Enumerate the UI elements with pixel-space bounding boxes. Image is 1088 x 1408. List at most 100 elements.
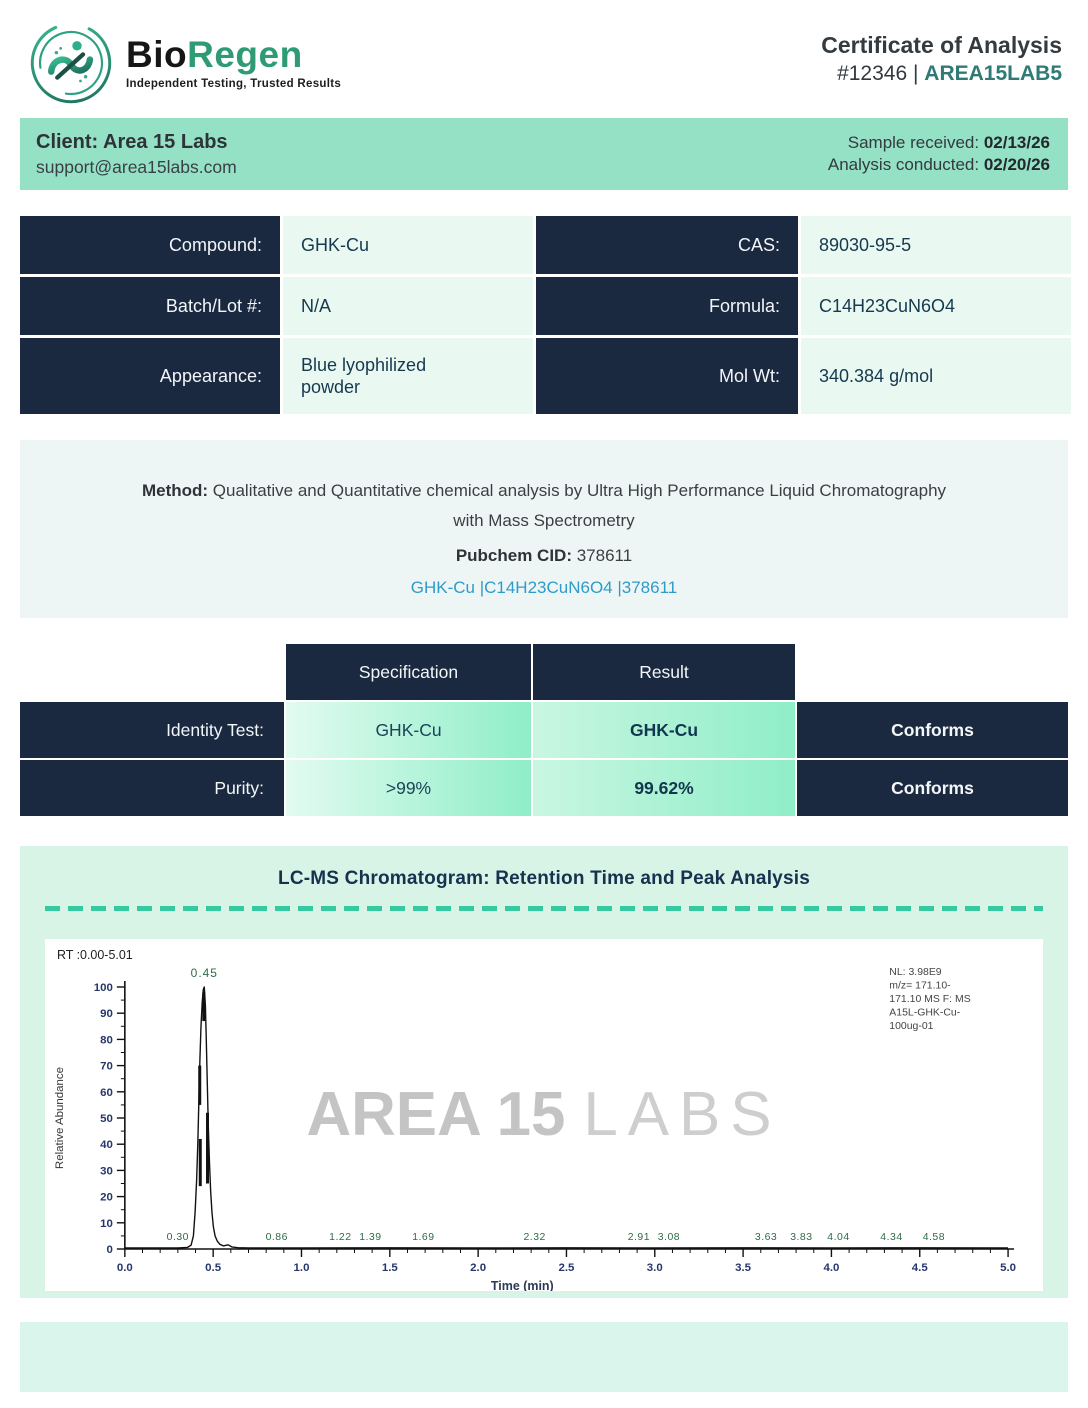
report-code: AREA15LAB5 (924, 62, 1062, 85)
analysis-dates: Sample received: 02/13/26 Analysis condu… (828, 131, 1050, 177)
identity-test-result: GHK-Cu (533, 702, 795, 758)
purity-result: 99.62% (533, 760, 795, 816)
analysis-conducted-label: Analysis conducted: (827, 155, 984, 174)
footer-bar (20, 1322, 1068, 1392)
svg-text:80: 80 (100, 1034, 113, 1046)
svg-text:0: 0 (106, 1244, 112, 1256)
svg-text:0.30: 0.30 (167, 1232, 189, 1243)
identity-test-status: Conforms (797, 702, 1068, 758)
client-banner: Client: Area 15 Labs support@area15labs.… (20, 118, 1068, 190)
method-section: Method: Qualitative and Quantitative che… (20, 440, 1068, 618)
svg-text:2.91: 2.91 (628, 1232, 650, 1243)
svg-text:2.5: 2.5 (558, 1262, 575, 1274)
client-info: Client: Area 15 Labs support@area15labs.… (36, 131, 237, 178)
svg-text:30: 30 (100, 1165, 113, 1177)
logo-text: BioRegen Independent Testing, Trusted Re… (126, 33, 342, 91)
svg-text:20: 20 (100, 1192, 113, 1204)
result-header-cell: Result (533, 644, 795, 700)
svg-text:70: 70 (100, 1061, 113, 1073)
molwt-value: 340.384 g/mol (801, 338, 1071, 414)
pubchem-line: Pubchem CID: 378611 (130, 546, 958, 566)
bioregen-logo: BioRegen Independent Testing, Trusted Re… (28, 20, 341, 106)
report-id: #12346 | AREA15LAB5 (821, 62, 1062, 86)
formula-label: Formula: (536, 277, 798, 335)
svg-text:40: 40 (100, 1139, 113, 1151)
svg-text:100ug-01: 100ug-01 (889, 1021, 933, 1032)
chromatogram-title: LC-MS Chromatogram: Retention Time and P… (278, 868, 810, 889)
report-number: #12346 (837, 62, 908, 85)
svg-text:100: 100 (94, 982, 113, 994)
brand-regen: Regen (187, 33, 303, 75)
cas-label: CAS: (536, 216, 798, 274)
results-header-spacer-right (797, 644, 1068, 700)
svg-text:m/z= 171.10-: m/z= 171.10- (889, 980, 951, 991)
svg-text:1.0: 1.0 (294, 1262, 310, 1274)
svg-text:3.5: 3.5 (735, 1262, 752, 1274)
batch-label: Batch/Lot #: (20, 277, 280, 335)
title-block: Certificate of Analysis #12346 | AREA15L… (821, 20, 1062, 86)
brand-name: BioRegen (126, 33, 341, 75)
compound-value: GHK-Cu (283, 216, 533, 274)
svg-text:1.69: 1.69 (412, 1232, 434, 1243)
svg-text:0.86: 0.86 (266, 1232, 288, 1243)
sample-received-row: Sample received: 02/13/26 (828, 133, 1050, 153)
pubchem-link[interactable]: GHK-Cu |C14H23CuN6O4 |378611 (410, 577, 678, 597)
svg-text:171.10 MS F: MS: 171.10 MS F: MS (889, 994, 970, 1005)
client-name: Client: Area 15 Labs (36, 130, 228, 153)
pubchem-label: Pubchem CID: (455, 545, 577, 565)
results-header-spacer-left (20, 644, 284, 700)
brand-bio: Bio (126, 33, 188, 75)
method-text: Qualitative and Quantitative chemical an… (212, 481, 947, 530)
compound-table: Compound: GHK-Cu CAS: 89030-95-5 Batch/L… (20, 216, 1071, 414)
method-line: Method: Qualitative and Quantitative che… (130, 476, 958, 536)
svg-text:3.0: 3.0 (647, 1262, 663, 1274)
identity-test-label: Identity Test: (20, 702, 284, 758)
chromatogram-trace (124, 986, 1009, 1249)
svg-text:4.5: 4.5 (912, 1262, 929, 1274)
chart-watermark: AREA 15 LABS (306, 1080, 781, 1149)
analysis-conducted-date: 02/20/26 (983, 155, 1050, 174)
compound-label: Compound: (20, 216, 280, 274)
sample-received-label: Sample received: (847, 133, 984, 152)
header: BioRegen Independent Testing, Trusted Re… (0, 0, 1088, 108)
rt-range-label: RT :0.00-5.01 (57, 948, 133, 962)
molwt-label: Mol Wt: (536, 338, 798, 414)
purity-label: Purity: (20, 760, 284, 816)
svg-text:2.0: 2.0 (470, 1262, 486, 1274)
chromatogram-plot: AREA 15 LABS 0.0 0.5 1.0 1.5 2.0 2.5 3.0 3.5 4.0 4.… (45, 939, 1043, 1291)
svg-text:3.63: 3.63 (755, 1232, 777, 1243)
page-title: Certificate of Analysis (821, 32, 1062, 58)
chromatogram-section: LC-MS Chromatogram: Retention Time and P… (20, 846, 1068, 1298)
chromatogram-svg: AREA 15 LABS 0.0 0.5 1.0 1.5 2.0 2.5 3.0 3.5 4.0 4.… (54, 948, 1016, 1291)
pubchem-value: 378611 (576, 545, 633, 565)
svg-text:1.39: 1.39 (359, 1232, 381, 1243)
method-label: Method: (141, 481, 213, 500)
svg-text:5.0: 5.0 (1000, 1262, 1016, 1274)
purity-specification: >99% (286, 760, 531, 816)
svg-text:4.0: 4.0 (823, 1262, 839, 1274)
svg-text:10: 10 (100, 1218, 113, 1230)
identity-test-specification: GHK-Cu (286, 702, 531, 758)
svg-text:4.04: 4.04 (827, 1232, 849, 1243)
cas-value: 89030-95-5 (801, 216, 1071, 274)
svg-text:1.5: 1.5 (382, 1262, 399, 1274)
y-axis-title: Relative Abundance (54, 1067, 66, 1169)
svg-text:1.22: 1.22 (329, 1232, 351, 1243)
svg-text:NL: 3.98E9: NL: 3.98E9 (889, 967, 942, 978)
x-axis-title: Time (min) (491, 1279, 554, 1291)
results-table: Specification Result Identity Test: GHK-… (20, 644, 1068, 816)
svg-text:4.34: 4.34 (880, 1232, 902, 1243)
svg-text:60: 60 (100, 1087, 113, 1099)
report-separator: | (912, 62, 919, 85)
formula-value: C14H23CuN6O4 (801, 277, 1071, 335)
svg-text:0.0: 0.0 (117, 1262, 133, 1274)
svg-text:2.32: 2.32 (523, 1232, 545, 1243)
svg-text:4.58: 4.58 (923, 1232, 945, 1243)
main-peak-label: 0.45 (191, 966, 218, 980)
brand-tagline: Independent Testing, Trusted Results (126, 78, 342, 91)
dashed-divider (45, 906, 1043, 911)
svg-text:A15L-GHK-Cu-: A15L-GHK-Cu- (889, 1007, 960, 1018)
svg-text:50: 50 (100, 1113, 113, 1125)
specification-header-cell: Specification (286, 644, 531, 700)
